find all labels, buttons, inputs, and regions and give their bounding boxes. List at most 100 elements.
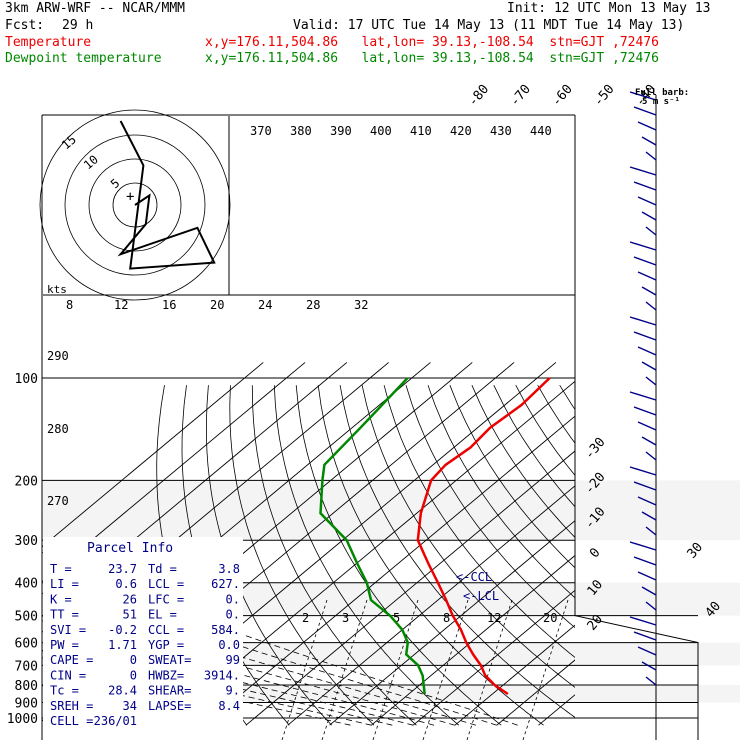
hodograph-speed-label: 8 [66, 298, 73, 312]
mixing-ratio-line [466, 599, 513, 740]
parcel-param-label: SVI = [50, 623, 86, 637]
wind-barb [633, 481, 657, 491]
parcel-param-value: 3914. [204, 668, 240, 682]
isotherm-line [538, 694, 575, 726]
wind-barb [629, 466, 657, 476]
isotherm-line [412, 589, 575, 726]
theta-label: 420 [450, 124, 472, 138]
wind-barb [633, 631, 657, 641]
dry-adiabat-line [295, 385, 502, 726]
wind-barb [629, 91, 657, 101]
wind-barb [645, 376, 657, 386]
mixing-ratio-label: 2 [302, 611, 309, 625]
parcel-param-label: CELL = [50, 714, 93, 728]
parcel-param-label: EL = [148, 608, 177, 622]
dry-adiabat-line [339, 385, 575, 718]
pressure-band-shade [42, 480, 740, 541]
wind-barb [637, 196, 657, 206]
parcel-param-value: 3.8 [218, 562, 240, 576]
parcel-param-value: 23.7 [108, 562, 137, 576]
parcel-param-label: T = [50, 562, 72, 576]
dewpoint-legend-label: Dewpoint temperature [5, 51, 162, 66]
theta-label: 370 [250, 124, 272, 138]
parcel-param-value: 627. [211, 577, 240, 591]
wind-barb [637, 496, 657, 506]
parcel-param-label: LCL = [148, 577, 184, 591]
wind-barb [629, 541, 657, 551]
dry-adiabat-line [229, 385, 375, 726]
dry-adiabat-line [515, 385, 575, 476]
wind-barb [641, 361, 657, 371]
wind-barb [637, 271, 657, 281]
theta-label: 380 [290, 124, 312, 138]
dewpoint-legend-info: x,y=176.11,504.86 lat,lon= 39.13,-108.54… [205, 51, 659, 66]
isotherm-label: 0 [587, 545, 604, 561]
hodograph-speed-label: 32 [354, 298, 368, 312]
dry-adiabat-line [449, 385, 575, 569]
parcel-param-value: 26 [123, 592, 137, 606]
parcel-param-label: Td = [148, 562, 177, 576]
isotherm-line [287, 485, 575, 726]
wind-barb [641, 661, 657, 671]
dry-adiabat-line [383, 385, 575, 658]
dry-adiabat-line [317, 385, 544, 726]
isotherm-label: -50 [591, 82, 618, 110]
wind-barb [645, 601, 657, 611]
moist-adiabat-line [42, 574, 497, 726]
hodograph-center-mark: + [126, 189, 134, 205]
isotherm-line [371, 554, 575, 726]
theta-label: 390 [330, 124, 352, 138]
wind-barb [633, 331, 657, 341]
model-title: 3km ARW-WRF -- NCAR/MMM [5, 1, 186, 16]
wind-barb [629, 316, 657, 326]
pressure-tick-label: 600 [15, 637, 38, 652]
isotherm-line [454, 624, 575, 726]
pressure-tick-label: 400 [15, 577, 38, 592]
isotherm-label: -30 [582, 435, 609, 463]
mixing-ratio-line [281, 599, 328, 740]
wind-barb [641, 511, 657, 521]
wind-barb [637, 421, 657, 431]
dry-adiabat-line [251, 385, 417, 726]
dry-adiabat-line [405, 385, 575, 629]
pressure-tick-label: 800 [15, 679, 38, 694]
wind-barb [629, 241, 657, 251]
parcel-param-label: CAPE = [50, 653, 93, 667]
isotherm-label: -70 [507, 82, 534, 110]
parcel-info-box: Parcel Info T = 23.7 Td = 3.8 LI = 0.6 LCL = 62… [43, 537, 243, 737]
parcel-info-background [43, 537, 243, 737]
parcel-param-value: 28.4 [108, 684, 137, 698]
parcel-param-label: PW = [50, 638, 79, 652]
theta-label: 430 [490, 124, 512, 138]
barb-legend-unit: 5 m s⁻¹ [642, 97, 680, 107]
parcel-param-value: 0 [130, 653, 137, 667]
wind-barb [629, 166, 657, 176]
parcel-param-label: YGP = [148, 638, 184, 652]
moist-adiabat-line [42, 649, 372, 726]
wind-barb [629, 616, 657, 626]
wind-barb [641, 286, 657, 296]
wind-barb [645, 301, 657, 311]
parcel-param-value: 0. [226, 592, 240, 606]
isotherm-line [203, 415, 575, 726]
dewpoint-profile [319, 377, 426, 695]
pressure-tick-label: 900 [15, 696, 38, 711]
parcel-param-value: 99 [226, 653, 240, 667]
plot-frame-right [574, 115, 699, 740]
lcl-label: <-LCL [463, 589, 499, 603]
dry-adiabat-line [205, 385, 332, 726]
barb-legend-title: Full barb: [635, 88, 689, 98]
mixing-ratio-label: 20 [543, 611, 557, 625]
isotherm-label: -60 [549, 82, 576, 110]
parcel-param-label: SHEAR= [148, 684, 191, 698]
pressure-tick-label: 100 [15, 372, 38, 387]
dry-adiabat-line [626, 385, 740, 725]
pressure-tick-label: 200 [15, 474, 38, 489]
temperature-legend-label: Temperature [5, 35, 92, 50]
parcel-param-value: -0.2 [108, 623, 137, 637]
wind-barb [645, 451, 657, 461]
theta-label: 440 [530, 124, 552, 138]
hodograph-speed-label: 28 [306, 298, 320, 312]
parcel-param-value: 0.6 [115, 577, 137, 591]
